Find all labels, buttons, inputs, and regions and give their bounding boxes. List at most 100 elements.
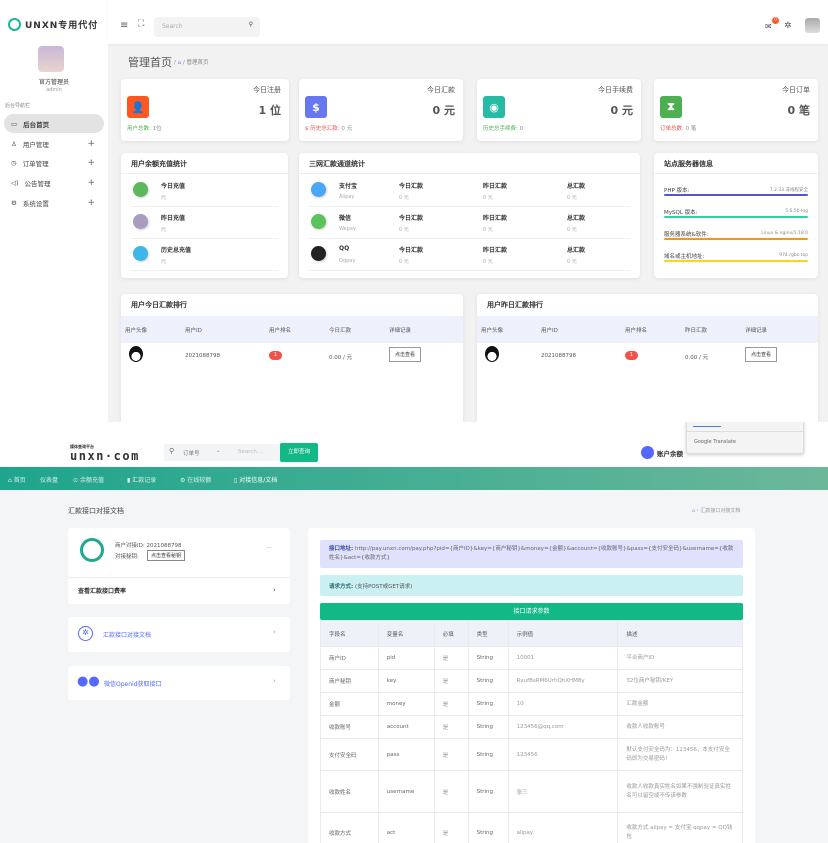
table-cell: 是 xyxy=(433,715,469,739)
column-header: 用户排名 xyxy=(625,328,648,334)
wechat-icon: ●● xyxy=(77,674,100,689)
table-cell: String xyxy=(467,646,509,670)
hourglass-icon: ⧗ xyxy=(660,96,682,118)
doc-link-card[interactable]: ✲ 汇款接口对接文档 › xyxy=(68,617,290,652)
nav-online[interactable]: ⚙ 在线较额 xyxy=(180,477,212,484)
col-label: 总汇款 xyxy=(567,183,586,190)
color-bar xyxy=(664,194,808,196)
footer-value: 1位 xyxy=(152,126,162,132)
home-icon[interactable]: ⌂ xyxy=(692,508,696,514)
table-cell: 123456 xyxy=(507,738,619,771)
label: 接口地址: xyxy=(329,546,354,552)
label: 公告管理 xyxy=(24,179,51,188)
search-input[interactable]: Search... xyxy=(238,449,263,455)
color-bar xyxy=(664,216,808,218)
translate-label[interactable]: Google Translate xyxy=(694,439,736,445)
home-icon[interactable]: ⌂ xyxy=(177,60,182,66)
dollar-icon: $ xyxy=(305,96,327,118)
openid-link[interactable]: 微信Openid获取接口 xyxy=(104,681,162,688)
nav-dashboard[interactable]: 仪表盘 xyxy=(40,477,59,484)
nav-recharge[interactable]: ⊙ 余额充值 xyxy=(73,477,104,484)
col-label: 总汇款 xyxy=(567,215,586,222)
value: 5.6.50-log xyxy=(785,209,808,214)
table-cell: String xyxy=(467,692,509,716)
sidebar-item-home[interactable]: ▭ 后台首页 xyxy=(4,114,104,133)
item-value: 元 xyxy=(161,195,167,201)
table-header: 用户头像 用户ID 用户排名 昨日汇款 详细记录 xyxy=(477,316,818,343)
balance-label[interactable]: 账户余额 xyxy=(657,450,683,458)
sidebar-item-users[interactable]: ♙ 用户管理 + xyxy=(4,134,104,153)
table-header: 用户头像 用户ID 用户排名 今日汇款 详细记录 xyxy=(121,316,463,343)
user-role: admin xyxy=(46,87,62,93)
stat-title: 今日注册 xyxy=(253,86,281,94)
merchant-id: 商户对接ID: 2021088798 xyxy=(115,541,181,549)
label: PHP 版本: xyxy=(664,188,690,194)
column-header: 用户头像 xyxy=(125,328,148,334)
admin-avatar[interactable] xyxy=(38,46,64,72)
search-button[interactable]: 立即查询 xyxy=(280,443,318,462)
footer-label: 历史总手续费: xyxy=(483,126,518,132)
col-value: 0 元 xyxy=(399,227,409,233)
menu-icon[interactable]: ≡ xyxy=(120,20,129,31)
channel-name: 微信 xyxy=(339,215,352,222)
view-details-button[interactable]: 点击查看 xyxy=(745,347,778,362)
table-row: 收款姓名 username 是 String 张三 收款人收款真实姓名如果不强制验证真实姓… xyxy=(320,770,743,813)
search-input[interactable]: Search ⚲ xyxy=(154,17,260,37)
col-label: 昨日汇款 xyxy=(483,247,508,254)
user-name: 官方管理员 xyxy=(38,79,69,86)
table-cell: 收款姓名 xyxy=(320,770,379,813)
params-button[interactable]: 接口请求参数 xyxy=(320,603,743,620)
openid-link-card[interactable]: ●● 微信Openid获取接口 › xyxy=(68,666,290,700)
sidebar-item-notices[interactable]: ◁) 公告管理 + xyxy=(4,173,104,192)
user-id: 2021088798 xyxy=(185,353,220,359)
search-icon[interactable]: ⚲ xyxy=(248,21,253,28)
table-cell: 张三 xyxy=(507,770,619,813)
label: 请求方式: xyxy=(329,584,354,590)
channel-row: QQ Qqpay 今日汇款 0 元 昨日汇款 0 元 总汇款 0 元 xyxy=(309,239,630,271)
plus-icon: + xyxy=(87,157,95,168)
user-avatar[interactable] xyxy=(805,18,820,33)
sidebar-item-settings[interactable]: ⚙ 系统设置 + xyxy=(4,193,104,212)
wechat-icon xyxy=(311,214,326,229)
user-id: 2021088798 xyxy=(541,353,576,359)
nav-records[interactable]: ▮ 汇款记录 xyxy=(127,477,157,484)
search-type-select[interactable]: 订单号 xyxy=(183,451,200,457)
doc-link[interactable]: 汇款接口对接文档 xyxy=(103,632,152,639)
clock-icon: ◷ xyxy=(11,158,17,167)
chevron-right-icon[interactable]: › xyxy=(273,586,276,594)
table-cell: 是 xyxy=(433,812,469,843)
table-cell: 10 xyxy=(507,692,619,716)
speaker-icon: ◁) xyxy=(11,178,19,187)
settings-icon[interactable]: ✲ xyxy=(784,21,792,31)
label: 订单管理 xyxy=(22,159,49,168)
more-icon[interactable]: ··· xyxy=(266,545,272,552)
view-details-button[interactable]: 点击查看 xyxy=(389,347,422,362)
breadcrumb: ⌂ › 汇款接口对接文档 xyxy=(692,508,741,514)
footer-label: 用户总数: xyxy=(127,126,151,132)
nav-home[interactable]: ⌂ 首页 xyxy=(8,477,26,484)
stat-value: 0 笔 xyxy=(787,104,810,117)
merchant-docs: 媒体查询平台 unxn·com ⚲ 订单号 ⌄ Search... 立即查询 账… xyxy=(0,422,828,843)
footer-value: 0 元 xyxy=(341,126,353,132)
logo[interactable]: UNXN专用代付 xyxy=(8,18,98,31)
label: 后台首页 xyxy=(23,120,50,129)
label: 商户对接ID: xyxy=(115,543,145,549)
fullscreen-icon[interactable]: ⛶ xyxy=(138,19,145,29)
method-box: 请求方式: (支持POST或GET请求) xyxy=(320,575,743,596)
col-value: 0 元 xyxy=(399,195,409,201)
label: MySQL 版本: xyxy=(664,210,698,216)
logo[interactable]: unxn·com xyxy=(70,449,140,463)
mail-icon[interactable]: ✉ xyxy=(765,22,772,31)
item-value: 元 xyxy=(161,227,167,233)
sidebar-item-orders[interactable]: ◷ 订单管理 + xyxy=(4,153,104,172)
chevron-down-icon[interactable]: ⌄ xyxy=(216,448,221,454)
value: 2021088798 xyxy=(146,543,182,549)
nav-docs[interactable]: ▯ 对接信息/文档 xyxy=(234,477,278,484)
rate-link[interactable]: 查看汇款接口费率 xyxy=(78,588,127,595)
column-header: 今日汇款 xyxy=(329,328,352,334)
channel-row: 微信 Wepay 今日汇款 0 元 昨日汇款 0 元 总汇款 0 元 xyxy=(309,207,630,239)
view-key-button[interactable]: 点击查看秘钥 xyxy=(147,550,186,561)
header: 媒体查询平台 unxn·com ⚲ 订单号 ⌄ Search... 立即查询 账… xyxy=(0,422,828,467)
breadcrumb-current: 管理首页 xyxy=(186,60,209,66)
channel-sub: Alipay xyxy=(339,194,355,200)
